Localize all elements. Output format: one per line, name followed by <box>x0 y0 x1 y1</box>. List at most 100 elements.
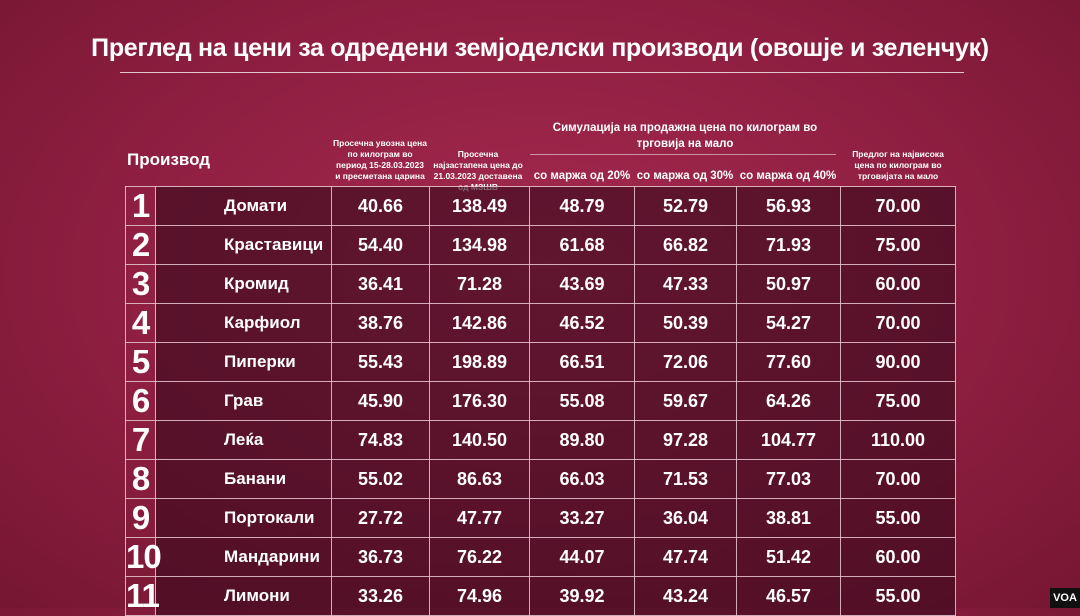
margin-40-cell: 50.97 <box>736 264 841 304</box>
import-price-cell: 74.83 <box>331 420 430 460</box>
row-number: 2 <box>125 225 156 265</box>
margin-40-cell: 46.57 <box>736 576 841 616</box>
margin-20-cell: 66.51 <box>529 342 635 382</box>
margin-20-cell: 89.80 <box>529 420 635 460</box>
margin-40-cell: 71.93 <box>736 225 841 265</box>
import-price-cell: 36.73 <box>331 537 430 577</box>
margin-40-cell: 54.27 <box>736 303 841 343</box>
import-price-cell: 27.72 <box>331 498 430 538</box>
table-row: 9 Портокали 27.72 47.77 33.27 36.04 38.81 55.00 <box>125 498 956 538</box>
product-name: Грав <box>155 381 332 421</box>
proposal-cell: 90.00 <box>840 342 956 382</box>
row-number: 8 <box>125 459 156 499</box>
margin-40-cell: 64.26 <box>736 381 841 421</box>
proposal-cell: 75.00 <box>840 225 956 265</box>
header-proposal: Предлог на највисока цена по килограм во… <box>852 149 944 181</box>
margin-30-cell: 43.24 <box>634 576 737 616</box>
margin-40-cell: 77.60 <box>736 342 841 382</box>
row-number: 7 <box>125 420 156 460</box>
proposal-cell: 55.00 <box>840 576 956 616</box>
margin-20-cell: 33.27 <box>529 498 635 538</box>
row-number: 11 <box>125 576 160 616</box>
table-row: 6 Грав 45.90 176.30 55.08 59.67 64.26 75.00 <box>125 381 956 421</box>
row-number: 5 <box>125 342 156 382</box>
table-row: 1 Домати 40.66 138.49 48.79 52.79 56.93 70.00 <box>125 186 956 226</box>
product-name: Домати <box>155 186 332 226</box>
margin-30-cell: 59.67 <box>634 381 737 421</box>
proposal-cell: 60.00 <box>840 264 956 304</box>
row-number: 3 <box>125 264 156 304</box>
margin-40-cell: 38.81 <box>736 498 841 538</box>
margin-30-cell: 36.04 <box>634 498 737 538</box>
lowest-price-cell: 134.98 <box>429 225 530 265</box>
product-name: Карфиол <box>155 303 332 343</box>
margin-40-cell: 77.03 <box>736 459 841 499</box>
proposal-cell: 110.00 <box>840 420 956 460</box>
lowest-price-cell: 138.49 <box>429 186 530 226</box>
row-number: 1 <box>125 186 156 226</box>
proposal-cell: 75.00 <box>840 381 956 421</box>
lowest-price-cell: 198.89 <box>429 342 530 382</box>
table-row: 2 Краставици 54.40 134.98 61.68 66.82 71.93 75.… <box>125 225 956 265</box>
margin-30-cell: 72.06 <box>634 342 737 382</box>
margin-30-cell: 97.28 <box>634 420 737 460</box>
row-number: 9 <box>125 498 156 538</box>
simulation-divider <box>530 154 836 155</box>
margin-40-cell: 56.93 <box>736 186 841 226</box>
header-product: Производ <box>127 150 211 169</box>
table-row: 7 Леќа 74.83 140.50 89.80 97.28 104.77 110.00 <box>125 420 956 460</box>
table-row: 5 Пиперки 55.43 198.89 66.51 72.06 77.60 90.00 <box>125 342 956 382</box>
title-divider <box>120 72 964 73</box>
proposal-cell: 70.00 <box>840 186 956 226</box>
lowest-price-cell: 76.22 <box>429 537 530 577</box>
margin-20-cell: 66.03 <box>529 459 635 499</box>
margin-20-cell: 39.92 <box>529 576 635 616</box>
table-row: 11 Лимони 33.26 74.96 39.92 43.24 46.57 55.00 <box>125 576 956 616</box>
import-price-cell: 36.41 <box>331 264 430 304</box>
margin-20-cell: 44.07 <box>529 537 635 577</box>
proposal-cell: 70.00 <box>840 303 956 343</box>
import-price-cell: 33.26 <box>331 576 430 616</box>
table-row: 8 Банани 55.02 86.63 66.03 71.53 77.03 70.00 <box>125 459 956 499</box>
product-name: Кромид <box>155 264 332 304</box>
margin-20-cell: 43.69 <box>529 264 635 304</box>
voa-logo: VOA <box>1050 588 1080 608</box>
import-price-cell: 38.76 <box>331 303 430 343</box>
lowest-price-cell: 71.28 <box>429 264 530 304</box>
margin-30-cell: 52.79 <box>634 186 737 226</box>
margin-30-cell: 50.39 <box>634 303 737 343</box>
product-name: Лимони <box>155 576 332 616</box>
product-name: Портокали <box>155 498 332 538</box>
import-price-cell: 55.43 <box>331 342 430 382</box>
proposal-cell: 55.00 <box>840 498 956 538</box>
import-price-cell: 45.90 <box>331 381 430 421</box>
margin-30-cell: 66.82 <box>634 225 737 265</box>
product-name: Банани <box>155 459 332 499</box>
header-margin-30: со маржа од 30% <box>636 170 734 182</box>
row-number: 10 <box>125 537 162 577</box>
header-margin-40: со маржа од 40% <box>739 170 837 182</box>
lowest-price-cell: 176.30 <box>429 381 530 421</box>
row-number: 4 <box>125 303 156 343</box>
margin-30-cell: 47.33 <box>634 264 737 304</box>
lowest-price-cell: 142.86 <box>429 303 530 343</box>
header-import-price: Просечна увозна цена по килограм во пери… <box>333 138 427 181</box>
margin-20-cell: 48.79 <box>529 186 635 226</box>
lowest-price-cell: 47.77 <box>429 498 530 538</box>
price-table: 1 Домати 40.66 138.49 48.79 52.79 56.93 70.00 2 К… <box>125 186 956 616</box>
margin-30-cell: 47.74 <box>634 537 737 577</box>
header-margin-20: со маржа од 20% <box>533 170 631 182</box>
header-simulation: Симулација на продажна цена по килограм … <box>552 122 818 150</box>
product-name: Леќа <box>155 420 332 460</box>
proposal-cell: 60.00 <box>840 537 956 577</box>
table-row: 4 Карфиол 38.76 142.86 46.52 50.39 54.27 70.00 <box>125 303 956 343</box>
table-row: 10 Мандарини 36.73 76.22 44.07 47.74 51.42 60.0… <box>125 537 956 577</box>
page-title: Преглед на цени за одредени земјоделски … <box>91 34 989 62</box>
product-name: Мандарини <box>155 537 332 577</box>
margin-30-cell: 71.53 <box>634 459 737 499</box>
lowest-price-cell: 74.96 <box>429 576 530 616</box>
import-price-cell: 55.02 <box>331 459 430 499</box>
margin-40-cell: 104.77 <box>736 420 841 460</box>
margin-20-cell: 61.68 <box>529 225 635 265</box>
margin-20-cell: 55.08 <box>529 381 635 421</box>
